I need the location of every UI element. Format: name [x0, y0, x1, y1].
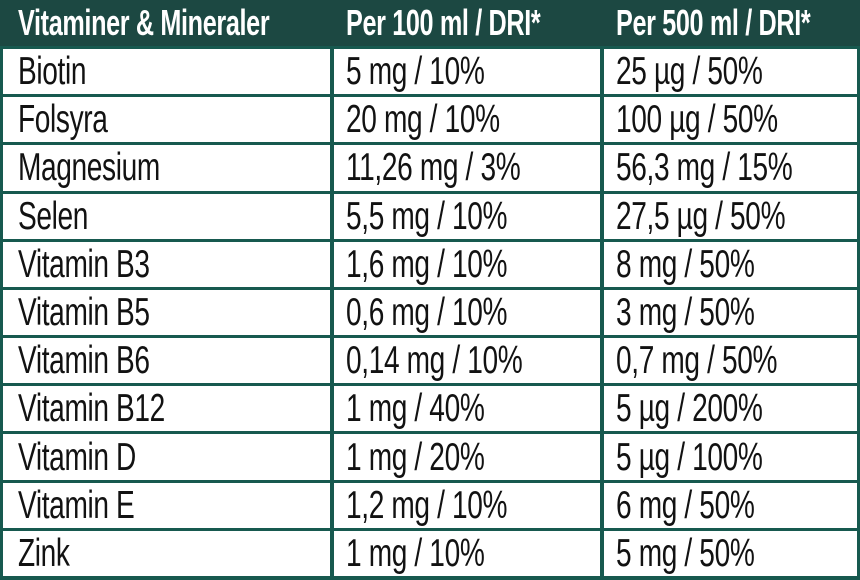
table-row-name-cell: Vitamin B12	[3, 386, 330, 432]
per500-value: 100 µg / 50%	[616, 98, 778, 142]
per100-value: 1,6 mg / 10%	[346, 242, 508, 286]
header-cell-per-500ml: Per 500 ml / DRI*	[604, 0, 857, 46]
header-cell-per-100ml: Per 100 ml / DRI*	[334, 0, 600, 46]
per500-value: 5 µg / 200%	[616, 387, 763, 431]
per100-value: 1 mg / 20%	[346, 435, 485, 479]
nutrient-name: Vitamin B6	[18, 339, 150, 383]
table-row-per500-cell: 5 µg / 100%	[604, 434, 857, 480]
table-row-per500-cell: 5 mg / 50%	[604, 530, 857, 576]
table-row-per500-cell: 27,5 µg / 50%	[604, 193, 857, 239]
per100-value: 5 mg / 10%	[346, 50, 485, 94]
per100-value: 5,5 mg / 10%	[346, 194, 508, 238]
table-row-per500-cell: 6 mg / 50%	[604, 482, 857, 528]
table-row-name-cell: Folsyra	[3, 97, 330, 143]
table-row-per500-cell: 3 mg / 50%	[604, 289, 857, 336]
per500-value: 25 µg / 50%	[616, 50, 763, 94]
table-row-per100-cell: 0,14 mg / 10%	[334, 338, 600, 384]
nutrient-name: Vitamin B5	[18, 290, 150, 334]
per100-value: 0,6 mg / 10%	[346, 290, 508, 334]
table-row-per100-cell: 1 mg / 20%	[334, 434, 600, 480]
nutrient-name: Vitamin E	[18, 483, 135, 527]
per500-value: 3 mg / 50%	[616, 290, 755, 334]
table-row-per100-cell: 1,2 mg / 10%	[334, 482, 600, 528]
table-row-per500-cell: 25 µg / 50%	[604, 49, 857, 95]
per500-value: 5 µg / 100%	[616, 435, 763, 479]
table-row-name-cell: Vitamin B3	[3, 241, 330, 287]
table-row-per500-cell: 5 µg / 200%	[604, 386, 857, 432]
nutrient-name: Biotin	[18, 50, 87, 94]
table-row-per100-cell: 0,6 mg / 10%	[334, 289, 600, 336]
nutrient-name: Zink	[18, 531, 70, 575]
table-row-name-cell: Magnesium	[3, 145, 330, 191]
per100-value: 1 mg / 10%	[346, 531, 485, 575]
header-label-vitamins: Vitaminer & Mineraler	[18, 2, 270, 43]
per100-value: 11,26 mg / 3%	[346, 146, 521, 190]
per100-value: 20 mg / 10%	[346, 98, 500, 142]
nutrient-name: Vitamin D	[18, 435, 136, 479]
table-row-per500-cell: 100 µg / 50%	[604, 97, 857, 143]
table-row-per100-cell: 1,6 mg / 10%	[334, 241, 600, 287]
table-row-per100-cell: 5 mg / 10%	[334, 49, 600, 95]
per500-value: 0,7 mg / 50%	[616, 339, 778, 383]
table-row-name-cell: Vitamin D	[3, 434, 330, 480]
table-row-name-cell: Selen	[3, 193, 330, 239]
table-row-name-cell: Biotin	[3, 49, 330, 95]
per100-value: 1,2 mg / 10%	[346, 483, 508, 527]
per100-value: 0,14 mg / 10%	[346, 339, 523, 383]
header-cell-vitamins: Vitaminer & Mineraler	[3, 0, 330, 46]
table-row-per100-cell: 11,26 mg / 3%	[334, 145, 600, 191]
nutrient-name: Folsyra	[18, 98, 108, 142]
nutrient-name: Magnesium	[18, 146, 160, 190]
header-label-per-500ml: Per 500 ml / DRI*	[616, 2, 811, 43]
per500-value: 6 mg / 50%	[616, 483, 755, 527]
table-row-per500-cell: 0,7 mg / 50%	[604, 338, 857, 384]
table-row-name-cell: Vitamin E	[3, 482, 330, 528]
table-row-per100-cell: 5,5 mg / 10%	[334, 193, 600, 239]
per500-value: 27,5 µg / 50%	[616, 194, 786, 238]
nutrient-name: Vitamin B3	[18, 242, 150, 286]
nutrient-name: Vitamin B12	[18, 387, 165, 431]
per500-value: 8 mg / 50%	[616, 242, 755, 286]
per500-value: 56,3 mg / 15%	[616, 146, 793, 190]
table-row-name-cell: Vitamin B5	[3, 289, 330, 336]
table-row-per100-cell: 1 mg / 10%	[334, 530, 600, 576]
nutrient-name: Selen	[18, 194, 89, 238]
table-row-per100-cell: 20 mg / 10%	[334, 97, 600, 143]
per100-value: 1 mg / 40%	[346, 387, 485, 431]
header-label-per-100ml: Per 100 ml / DRI*	[346, 2, 541, 43]
table-row-name-cell: Zink	[3, 530, 330, 576]
table-row-per100-cell: 1 mg / 40%	[334, 386, 600, 432]
table-row-name-cell: Vitamin B6	[3, 338, 330, 384]
table-row-per500-cell: 56,3 mg / 15%	[604, 145, 857, 191]
table-row-per500-cell: 8 mg / 50%	[604, 241, 857, 287]
per500-value: 5 mg / 50%	[616, 531, 755, 575]
